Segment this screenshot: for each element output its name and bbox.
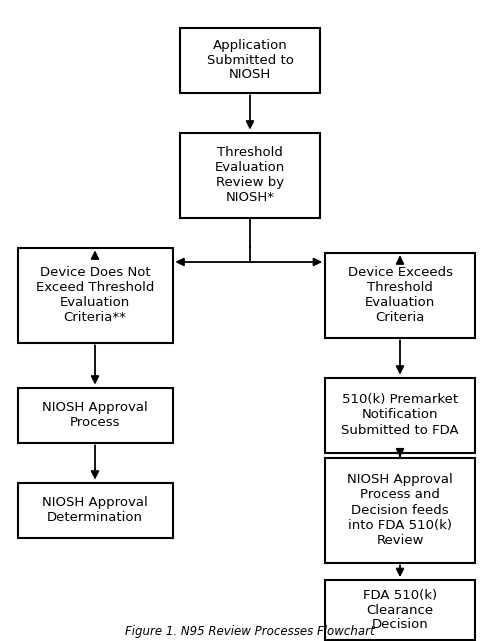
Text: NIOSH Approval
Process and
Decision feeds
into FDA 510(k)
Review: NIOSH Approval Process and Decision feed… xyxy=(347,474,453,547)
Text: FDA 510(k)
Clearance
Decision: FDA 510(k) Clearance Decision xyxy=(363,588,437,631)
Text: 510(k) Premarket
Notification
Submitted to FDA: 510(k) Premarket Notification Submitted … xyxy=(341,394,459,437)
Text: Device Exceeds
Threshold
Evaluation
Criteria: Device Exceeds Threshold Evaluation Crit… xyxy=(348,266,453,324)
Text: NIOSH Approval
Process: NIOSH Approval Process xyxy=(42,401,148,429)
Text: Threshold
Evaluation
Review by
NIOSH*: Threshold Evaluation Review by NIOSH* xyxy=(215,146,285,204)
Text: Figure 1. N95 Review Processes Flowchart: Figure 1. N95 Review Processes Flowchart xyxy=(125,625,375,638)
FancyBboxPatch shape xyxy=(180,28,320,92)
FancyBboxPatch shape xyxy=(325,458,475,563)
FancyBboxPatch shape xyxy=(18,483,172,538)
FancyBboxPatch shape xyxy=(18,388,172,442)
Text: Device Does Not
Exceed Threshold
Evaluation
Criteria**: Device Does Not Exceed Threshold Evaluat… xyxy=(36,266,154,324)
Text: NIOSH Approval
Determination: NIOSH Approval Determination xyxy=(42,496,148,524)
FancyBboxPatch shape xyxy=(325,253,475,338)
FancyBboxPatch shape xyxy=(18,247,172,342)
FancyBboxPatch shape xyxy=(325,580,475,640)
Text: Application
Submitted to
NIOSH: Application Submitted to NIOSH xyxy=(206,38,294,81)
FancyBboxPatch shape xyxy=(325,378,475,453)
FancyBboxPatch shape xyxy=(180,133,320,217)
